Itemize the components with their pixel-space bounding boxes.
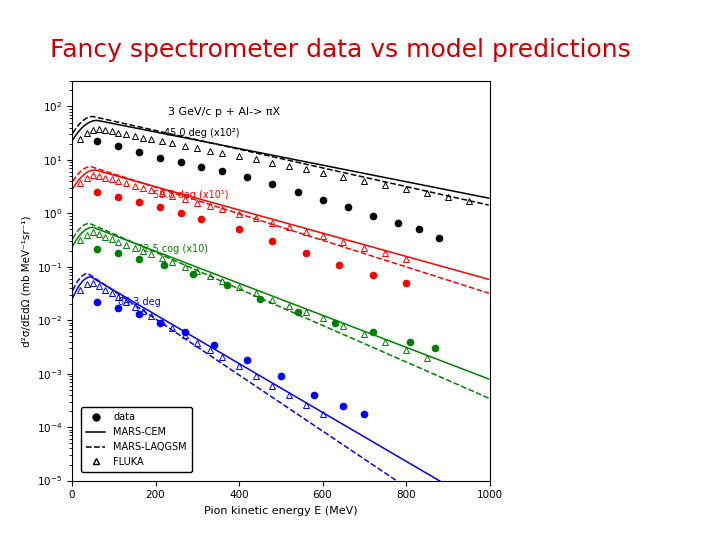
X-axis label: Pion kinetic energy E (MeV): Pion kinetic energy E (MeV) [204, 506, 358, 516]
Text: Fancy spectrometer data vs model predictions: Fancy spectrometer data vs model predict… [50, 38, 631, 62]
Text: 84.3 deg: 84.3 deg [118, 298, 161, 307]
Y-axis label: d²σ/dEdΩ (mb MeV⁻¹sr⁻¹): d²σ/dEdΩ (mb MeV⁻¹sr⁻¹) [21, 215, 31, 347]
Text: 45.0 deg (x10²): 45.0 deg (x10²) [164, 128, 239, 138]
Text: 3 GeV/c p + Al-> πX: 3 GeV/c p + Al-> πX [168, 106, 280, 117]
Text: 59.8 deg (x10¹): 59.8 deg (x10¹) [153, 191, 229, 200]
Legend: data, MARS-CEM, MARS-LAQGSM, FLUKA: data, MARS-CEM, MARS-LAQGSM, FLUKA [81, 408, 192, 472]
Text: 72.5 cog (x10): 72.5 cog (x10) [137, 244, 208, 254]
